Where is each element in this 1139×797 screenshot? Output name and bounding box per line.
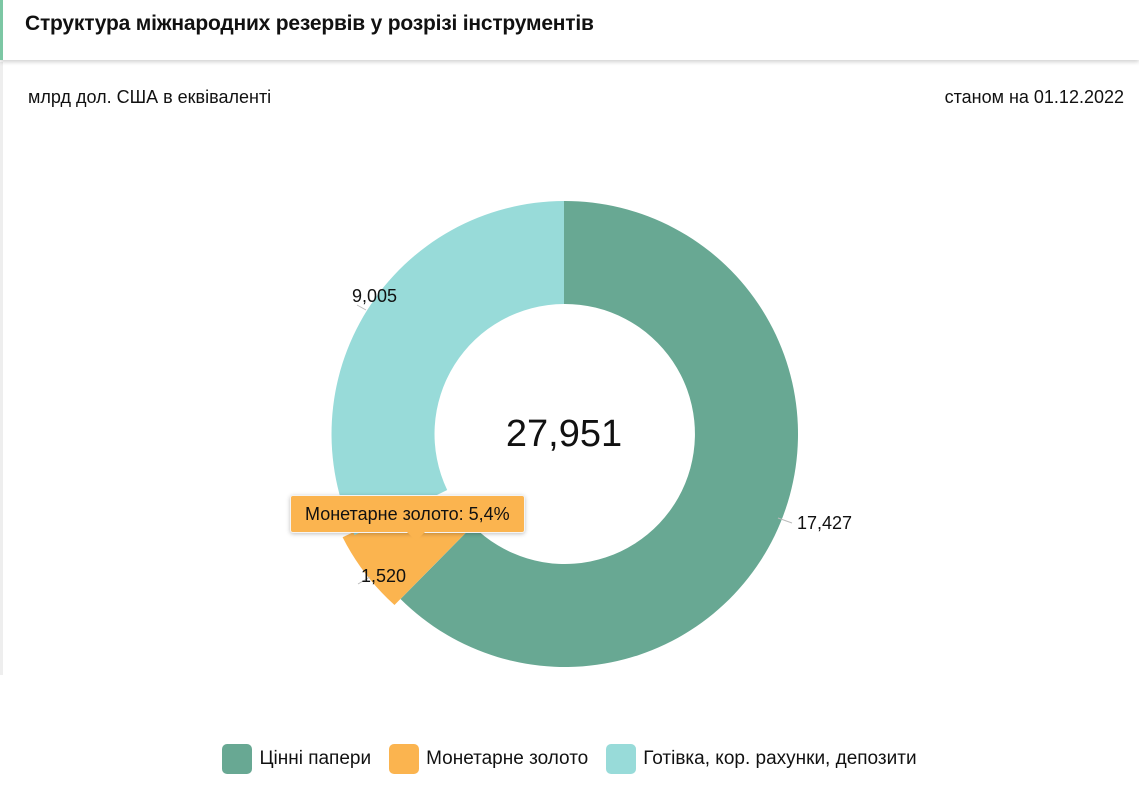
legend-swatch-securities bbox=[222, 744, 253, 774]
value-label-cash: 9,005 bbox=[352, 286, 397, 306]
leader-line-gold bbox=[357, 576, 371, 585]
legend-swatch-cash bbox=[606, 744, 637, 774]
value-label-securities: 17,427 bbox=[797, 513, 852, 533]
leader-line-cash bbox=[356, 304, 367, 311]
tooltip-arrow bbox=[407, 532, 425, 541]
chart-header: Структура міжнародних резервів у розрізі… bbox=[0, 0, 1139, 60]
chart-title: Структура міжнародних резервів у розрізі… bbox=[25, 12, 594, 35]
center-total: 27,951 bbox=[506, 413, 622, 455]
unit-label: млрд дол. США в еквіваленті bbox=[28, 87, 272, 107]
legend-item-securities[interactable]: Цінні папери bbox=[222, 744, 371, 774]
slice-cash[interactable] bbox=[331, 201, 564, 536]
legend-label: Готівка, кор. рахунки, депозити bbox=[643, 748, 917, 769]
legend-swatch-gold bbox=[389, 744, 420, 774]
date-label: станом на 01.12.2022 bbox=[944, 87, 1124, 107]
tooltip-gold: Монетарне золото: 5,4% bbox=[290, 495, 525, 541]
chart-panel bbox=[0, 62, 1139, 675]
legend-label: Монетарне золото bbox=[426, 748, 589, 769]
leader-line-securities bbox=[777, 517, 793, 524]
legend-item-cash[interactable]: Готівка, кор. рахунки, депозити bbox=[606, 744, 917, 774]
tooltip-text: Монетарне золото: 5,4% bbox=[305, 504, 510, 524]
legend-item-gold[interactable]: Монетарне золото bbox=[389, 744, 588, 774]
value-label-gold: 1,520 bbox=[361, 566, 406, 586]
legend: Цінні папери Монетарне золото Готівка, к… bbox=[0, 743, 1139, 775]
slice-securities[interactable] bbox=[400, 200, 799, 667]
legend-label: Цінні папери bbox=[259, 748, 372, 769]
